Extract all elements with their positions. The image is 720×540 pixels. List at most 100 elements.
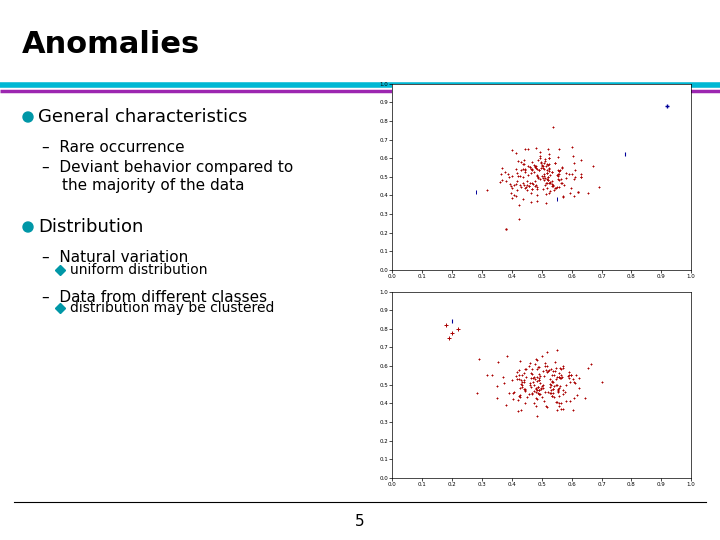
- Point: [521, 393, 533, 402]
- Point: [534, 386, 545, 395]
- Point: [553, 145, 564, 153]
- Point: [550, 183, 562, 192]
- Point: [557, 363, 569, 372]
- Point: [541, 168, 553, 177]
- Point: [513, 392, 525, 400]
- Point: [520, 399, 531, 407]
- Point: [529, 360, 541, 368]
- Point: [530, 180, 541, 189]
- Point: [543, 167, 554, 176]
- Point: [541, 403, 553, 412]
- Point: [556, 404, 567, 413]
- Point: [515, 380, 526, 388]
- Point: [531, 364, 542, 373]
- Point: [496, 164, 508, 173]
- Point: [519, 387, 531, 395]
- Point: [532, 383, 544, 391]
- Text: –  Deviant behavior compared to: – Deviant behavior compared to: [42, 160, 293, 175]
- Point: [582, 363, 594, 372]
- Text: Anomalies: Anomalies: [22, 30, 200, 59]
- Point: [551, 406, 562, 415]
- Point: [513, 200, 525, 209]
- Point: [568, 159, 580, 167]
- Point: [563, 371, 575, 380]
- Point: [570, 371, 582, 380]
- Point: [531, 144, 542, 153]
- Point: [526, 164, 537, 173]
- Point: [568, 378, 580, 387]
- Point: [526, 368, 537, 377]
- Point: [541, 179, 553, 187]
- Point: [567, 375, 578, 383]
- Point: [495, 170, 507, 179]
- Point: [572, 391, 583, 400]
- Point: [523, 182, 535, 191]
- Point: [541, 183, 552, 192]
- Text: the majority of the data: the majority of the data: [62, 178, 245, 193]
- Point: [569, 172, 580, 181]
- Point: [557, 386, 569, 394]
- Point: [492, 357, 504, 366]
- Point: [513, 375, 525, 384]
- Point: [570, 379, 581, 387]
- Point: [553, 166, 564, 175]
- Point: [551, 373, 562, 382]
- Point: [535, 384, 546, 393]
- Point: [554, 373, 565, 381]
- Point: [526, 389, 537, 398]
- Point: [573, 384, 585, 393]
- Point: [543, 150, 554, 158]
- Point: [534, 151, 546, 160]
- Point: [531, 191, 543, 199]
- Point: [552, 381, 563, 389]
- Point: [531, 183, 543, 191]
- Point: [542, 176, 554, 184]
- Point: [554, 399, 565, 407]
- Point: [582, 188, 593, 197]
- Point: [530, 164, 541, 172]
- Point: [553, 384, 564, 393]
- Point: [555, 399, 567, 408]
- Point: [510, 191, 522, 200]
- Point: [518, 156, 530, 165]
- Point: [535, 384, 546, 393]
- Point: [536, 161, 548, 170]
- Point: [508, 387, 520, 396]
- Point: [534, 390, 546, 399]
- Point: [531, 164, 543, 173]
- Point: [565, 183, 577, 192]
- Point: [513, 215, 524, 224]
- Point: [544, 171, 556, 180]
- Point: [575, 170, 586, 178]
- Point: [518, 180, 530, 189]
- Point: [565, 371, 577, 380]
- Point: [510, 180, 522, 188]
- Point: [567, 405, 579, 414]
- Point: [506, 376, 518, 384]
- Point: [524, 163, 536, 171]
- Point: [526, 185, 538, 193]
- Point: [532, 363, 544, 372]
- Point: [511, 374, 523, 383]
- Point: [531, 385, 542, 394]
- Point: [552, 386, 563, 395]
- Point: [542, 172, 554, 181]
- Point: [548, 366, 559, 375]
- Point: [515, 183, 526, 191]
- Point: [512, 157, 523, 165]
- Point: [503, 173, 515, 181]
- Point: [515, 393, 526, 401]
- Point: [548, 393, 559, 401]
- Point: [544, 187, 555, 195]
- Text: distribution may be clustered: distribution may be clustered: [70, 301, 274, 315]
- Point: [556, 164, 567, 172]
- Point: [530, 161, 541, 170]
- Point: [528, 168, 539, 177]
- Point: [530, 388, 541, 397]
- Point: [547, 384, 559, 393]
- Text: 5: 5: [355, 515, 365, 530]
- Point: [532, 173, 544, 182]
- Point: [546, 181, 557, 190]
- Point: [535, 164, 546, 172]
- Point: [531, 386, 542, 395]
